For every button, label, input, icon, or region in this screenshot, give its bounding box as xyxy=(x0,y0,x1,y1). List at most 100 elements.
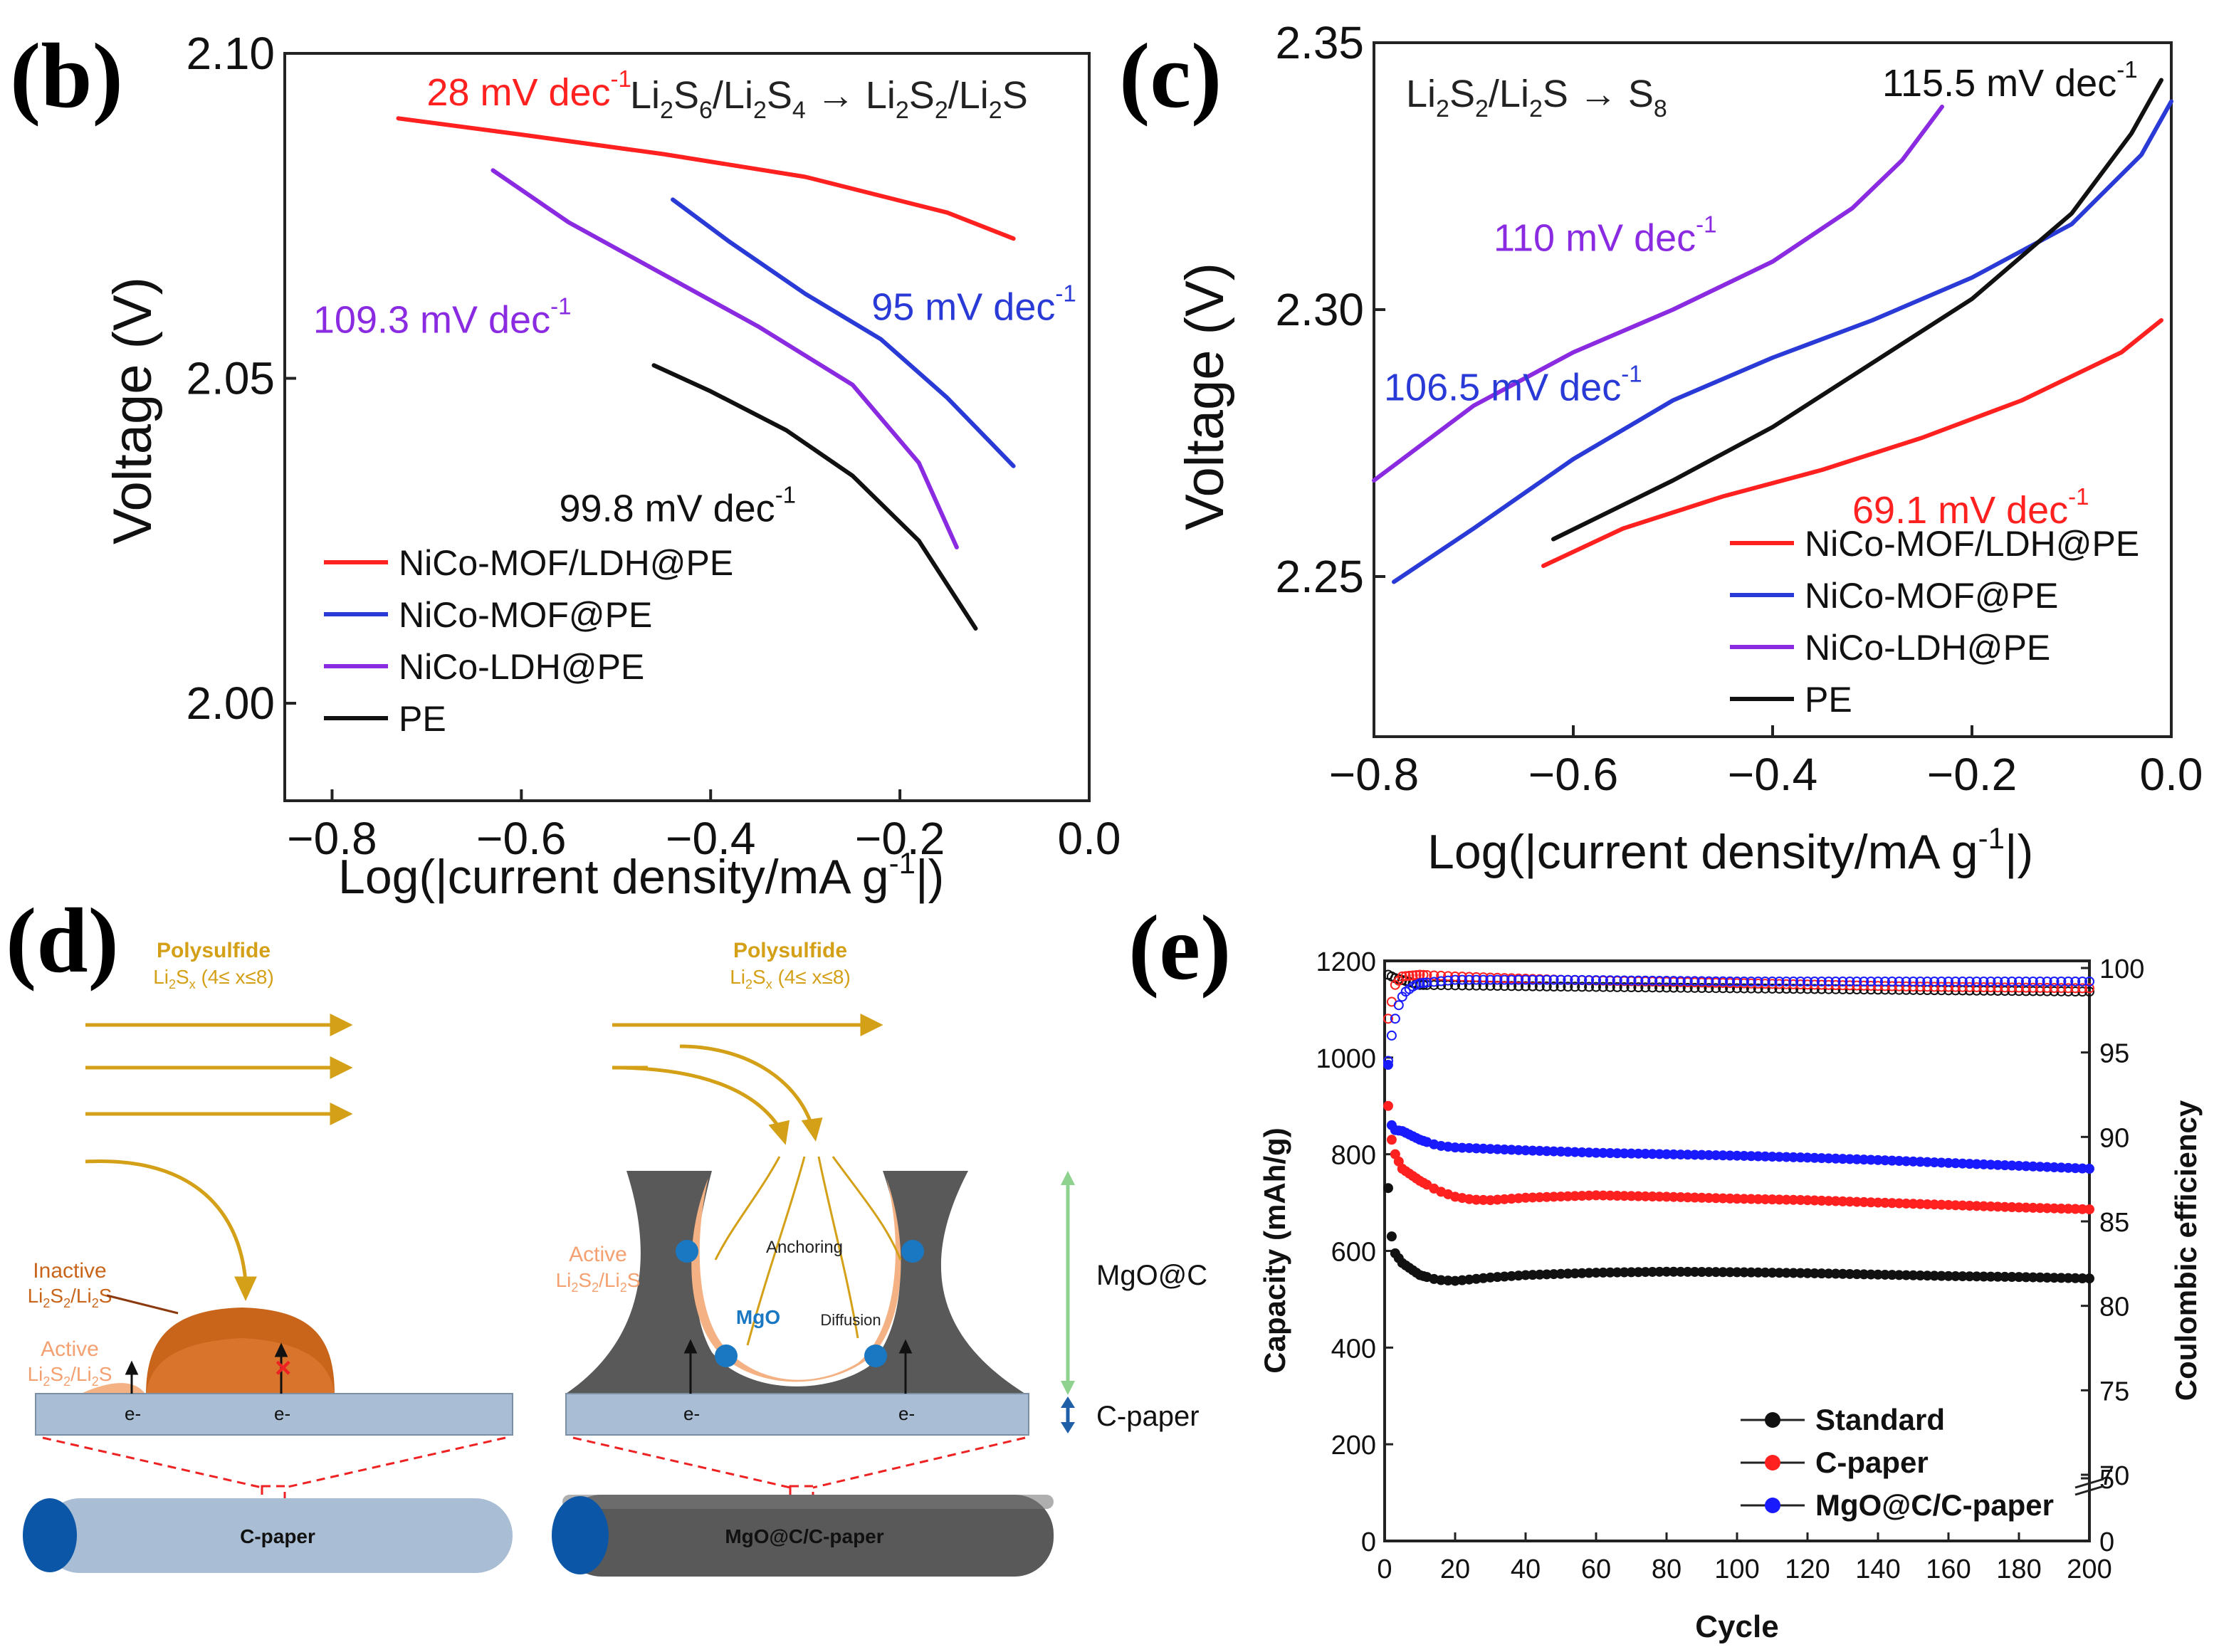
mgo-c-fiber-label: MgO@C/C-paper xyxy=(725,1525,883,1547)
ce-point-mgo-c-c-paper xyxy=(1887,976,1897,987)
ce-point-mgo-c-c-paper xyxy=(1499,974,1510,985)
capacity-point-mgo-c-c-paper xyxy=(1534,1145,1545,1156)
x-tick-label: 0 xyxy=(1377,1554,1392,1584)
capacity-point-c-paper xyxy=(1682,1192,1693,1203)
ce-point-c-paper xyxy=(2063,983,2074,994)
capacity-point-c-paper xyxy=(2020,1202,2031,1213)
capacity-point-c-paper xyxy=(1471,1194,1481,1205)
capacity-point-mgo-c-c-paper xyxy=(1577,1147,1588,1157)
ce-point-mgo-c-c-paper xyxy=(1753,976,1763,987)
ce-point-standard xyxy=(1781,984,1792,994)
ce-point-c-paper xyxy=(1950,982,1961,992)
legend-label: PE xyxy=(399,699,446,739)
ce-point-mgo-c-c-paper xyxy=(1390,1014,1400,1024)
y-tick-label: 400 xyxy=(1331,1334,1376,1364)
ce-point-standard xyxy=(1760,983,1770,994)
ce-point-mgo-c-c-paper xyxy=(1781,976,1792,987)
capacity-point-c-paper xyxy=(1859,1196,1869,1207)
ce-point-standard xyxy=(1809,984,1820,994)
capacity-point-c-paper xyxy=(1760,1194,1770,1204)
panel-b-x-label: Log(|current density/mA g-1|) xyxy=(338,846,944,904)
ce-point-c-paper xyxy=(1957,982,1968,992)
capacity-point-mgo-c-c-paper xyxy=(1901,1156,1911,1167)
ce-point-mgo-c-c-paper xyxy=(2020,976,2031,987)
left-zoom-lines xyxy=(42,1436,506,1505)
panel-c-annotations: 115.5 mV dec-1 110 mV dec-1 106.5 mV dec-1… xyxy=(1384,56,2138,532)
capacity-point-mgo-c-c-paper xyxy=(1597,1147,1608,1158)
capacity-point-mgo-c-c-paper xyxy=(1383,1060,1393,1070)
ce-point-standard xyxy=(1534,981,1545,991)
capacity-point-mgo-c-c-paper xyxy=(1788,1152,1799,1162)
capacity-point-mgo-c-c-paper xyxy=(1471,1143,1481,1154)
capacity-point-standard xyxy=(1668,1266,1679,1277)
ce-point-c-paper xyxy=(1873,981,1883,991)
ce-point-standard xyxy=(1788,984,1799,994)
capacity-point-mgo-c-c-paper xyxy=(1521,1145,1531,1156)
panel-b-frame xyxy=(283,52,1091,802)
ce-point-standard xyxy=(1626,982,1637,993)
capacity-point-c-paper xyxy=(1555,1191,1566,1202)
capacity-point-c-paper xyxy=(1943,1199,1953,1210)
ce-point-mgo-c-c-paper xyxy=(1492,974,1503,985)
ce-point-standard xyxy=(1619,982,1630,992)
ce-point-mgo-c-c-paper xyxy=(1675,976,1686,987)
capacity-point-mgo-c-c-paper xyxy=(1548,1146,1559,1157)
anchoring-label: Anchoring xyxy=(766,1238,843,1257)
capacity-point-mgo-c-c-paper xyxy=(1816,1153,1827,1164)
capacity-point-mgo-c-c-paper xyxy=(1873,1154,1883,1165)
x-tick-label: 100 xyxy=(1714,1554,1759,1584)
panel-b-y-ticks: 2.00 2.05 2.10 xyxy=(186,28,296,729)
ce-point-mgo-c-c-paper xyxy=(1485,974,1496,985)
capacity-point-standard xyxy=(2020,1272,2031,1283)
capacity-point-c-paper xyxy=(1619,1191,1630,1201)
capacity-point-standard xyxy=(1922,1270,1933,1281)
x-tick-label: −0.4 xyxy=(666,813,755,864)
legend-label: NiCo-MOF@PE xyxy=(399,595,652,635)
panel-c-x-label: Log(|current density/mA g-1|) xyxy=(1427,821,2033,879)
capacity-point-c-paper xyxy=(2035,1203,2045,1214)
capacity-point-c-paper xyxy=(1704,1193,1714,1204)
ce-point-mgo-c-c-paper xyxy=(1852,976,1862,987)
right-tick-label: 70 xyxy=(2099,1461,2129,1491)
ce-point-mgo-c-c-paper xyxy=(1541,974,1552,985)
ce-point-c-paper xyxy=(1915,982,1926,992)
ce-point-standard xyxy=(1704,983,1714,994)
capacity-point-standard xyxy=(1527,1270,1538,1280)
capacity-point-mgo-c-c-paper xyxy=(1485,1144,1496,1154)
capacity-point-c-paper xyxy=(1478,1194,1489,1205)
capacity-point-mgo-c-c-paper xyxy=(1619,1148,1630,1159)
mgo-c-host xyxy=(566,1171,1025,1394)
panel-e-capacity xyxy=(1383,1060,2094,1286)
x-tick-label: 200 xyxy=(2067,1554,2111,1584)
right-tick-label: 0 xyxy=(2099,1527,2114,1557)
ce-point-mgo-c-c-paper xyxy=(2027,976,2038,987)
capacity-point-standard xyxy=(1534,1269,1545,1280)
ce-point-standard xyxy=(1738,983,1749,994)
capacity-point-standard xyxy=(1816,1268,1827,1279)
capacity-point-standard xyxy=(1852,1269,1862,1280)
ce-point-mgo-c-c-paper xyxy=(1418,977,1429,988)
y-tick-label: 1200 xyxy=(1316,947,1376,977)
capacity-point-standard xyxy=(2063,1273,2074,1283)
capacity-point-mgo-c-c-paper xyxy=(1718,1150,1728,1161)
capacity-point-standard xyxy=(1555,1268,1566,1279)
panel-e-frame xyxy=(1383,959,2091,1542)
capacity-point-mgo-c-c-paper xyxy=(1633,1148,1644,1159)
capacity-point-c-paper xyxy=(2049,1203,2060,1214)
capacity-point-c-paper xyxy=(2084,1204,2094,1215)
capacity-point-c-paper xyxy=(1993,1201,2003,1212)
x-tick-label: 80 xyxy=(1652,1554,1682,1584)
slope-annotation: 106.5 mV dec-1 xyxy=(1384,361,1642,409)
slope-annotation: 28 mV dec-1 xyxy=(426,65,631,114)
ce-point-mgo-c-c-paper xyxy=(1626,975,1637,986)
ce-point-mgo-c-c-paper xyxy=(1457,974,1467,985)
legend-marker xyxy=(1765,1412,1780,1428)
capacity-point-mgo-c-c-paper xyxy=(1499,1145,1510,1155)
capacity-point-c-paper xyxy=(1978,1201,1989,1211)
x-tick-label: 0.0 xyxy=(1058,813,1121,864)
legend-marker xyxy=(1765,1455,1780,1471)
ce-point-standard xyxy=(1803,984,1812,994)
ce-point-mgo-c-c-paper xyxy=(2035,976,2045,987)
capacity-point-mgo-c-c-paper xyxy=(1605,1148,1615,1159)
